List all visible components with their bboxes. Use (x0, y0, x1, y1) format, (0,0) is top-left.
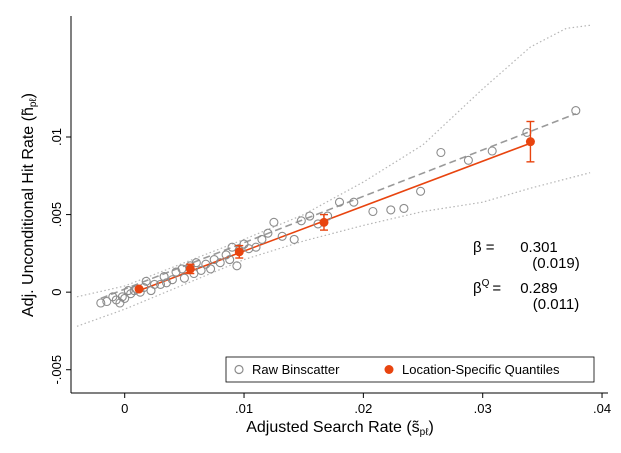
x-tick-label: 0 (121, 401, 128, 416)
raw-binscatter-point (349, 197, 359, 207)
raw-binscatter-point (386, 205, 396, 215)
raw-binscatter-point (277, 231, 287, 241)
raw-binscatter-point (149, 279, 160, 289)
raw-binscatter-point (115, 298, 125, 308)
raw-binscatter-point (289, 234, 299, 244)
y-axis-title-main: Adj. Unconditional Hit Rate (h̃ (20, 107, 37, 317)
beta-q-eq: = (492, 280, 501, 297)
beta-q-sup: Q (482, 278, 490, 289)
quantile-point (185, 264, 195, 274)
raw-binscatter-point (244, 244, 254, 254)
raw-binscatter-point (305, 211, 315, 221)
legend-quantile-marker (384, 365, 394, 374)
raw-binscatter-point (167, 275, 177, 285)
raw-binscatter-point (463, 155, 473, 165)
raw-binscatter-point (215, 258, 225, 268)
location-quantile-series (134, 120, 535, 294)
x-axis-ticks: 0 .01 .02 .03 .04 (121, 393, 611, 416)
raw-binscatter-point (416, 186, 426, 196)
raw-binscatter-point (296, 216, 306, 226)
legend: Raw Binscatter Location-Specific Quantil… (225, 356, 595, 383)
raw-binscatter-point (251, 242, 261, 252)
quantile-fit-line (138, 142, 531, 292)
legend-raw-marker (234, 364, 244, 375)
legend-raw-label: Raw Binscatter (252, 362, 340, 377)
quantile-point (319, 217, 329, 227)
y-axis-ticks: -.005 0 .005 .01 (49, 128, 71, 385)
raw-binscatter-point (399, 203, 409, 213)
x-axis-title-sub: pℓ (420, 427, 430, 438)
raw-binscatter-point (368, 206, 378, 217)
raw-binscatter-point (159, 272, 169, 282)
x-axis-title-main: Adjusted Search Rate (s̃ (246, 419, 419, 436)
raw-binscatter-point (206, 264, 216, 274)
legend-box (225, 356, 595, 383)
y-tick-label: -.005 (49, 355, 64, 385)
raw-binscatter-point (117, 292, 127, 302)
x-tick-label: .04 (593, 401, 611, 416)
x-tick-label: .01 (235, 401, 253, 416)
y-tick-label: .005 (49, 202, 64, 227)
confidence-band-lower (76, 172, 591, 327)
raw-binscatter-point (191, 258, 201, 268)
raw-binscatter-point (232, 261, 242, 271)
beta-q-se: (0.011) (533, 296, 579, 313)
raw-binscatter-point (196, 265, 206, 275)
raw-binscatter-point (201, 259, 211, 269)
legend-quantile-label: Location-Specific Quantiles (402, 362, 560, 377)
y-axis-title-end: ) (20, 93, 37, 98)
raw-binscatter-point (179, 273, 189, 283)
raw-binscatter-point (263, 228, 273, 238)
beta-q-label: β (473, 280, 482, 297)
quantile-point (234, 247, 244, 257)
beta-value: 0.301 (520, 239, 558, 256)
raw-binscatter-point (96, 298, 106, 308)
raw-binscatter-point (120, 293, 130, 303)
raw-binscatter-point (225, 255, 235, 265)
beta-label: β = (473, 239, 495, 256)
raw-binscatter-point (487, 146, 497, 156)
raw-binscatter-point (269, 217, 279, 227)
raw-binscatter-point (436, 147, 446, 158)
y-tick-label: .01 (49, 128, 64, 146)
beta-q-expression: βQ = (473, 278, 501, 297)
beta-se: (0.019) (532, 255, 580, 272)
x-tick-label: .03 (474, 401, 492, 416)
raw-binscatter-point (123, 286, 133, 296)
x-axis-title-end: ) (428, 419, 433, 436)
quantile-point (525, 137, 535, 147)
y-tick-label: 0 (49, 289, 64, 296)
raw-binscatter-point (239, 239, 249, 249)
raw-binscatter-point (257, 234, 267, 244)
raw-binscatter-point (155, 279, 166, 289)
beta-q-value: 0.289 (520, 280, 558, 297)
raw-binscatter-point (141, 276, 151, 286)
y-axis-title: Adj. Unconditional Hit Rate (h̃pℓ) (20, 93, 39, 317)
x-axis-title: Adjusted Search Rate (s̃pℓ) (246, 419, 434, 438)
raw-binscatter-point (334, 197, 345, 207)
quantile-point (134, 284, 144, 294)
y-axis-title-sub: pℓ (28, 98, 39, 108)
x-tick-label: .02 (354, 401, 372, 416)
raw-binscatter-point (571, 106, 581, 116)
confidence-band (76, 24, 591, 327)
raw-binscatter-point (102, 296, 112, 307)
